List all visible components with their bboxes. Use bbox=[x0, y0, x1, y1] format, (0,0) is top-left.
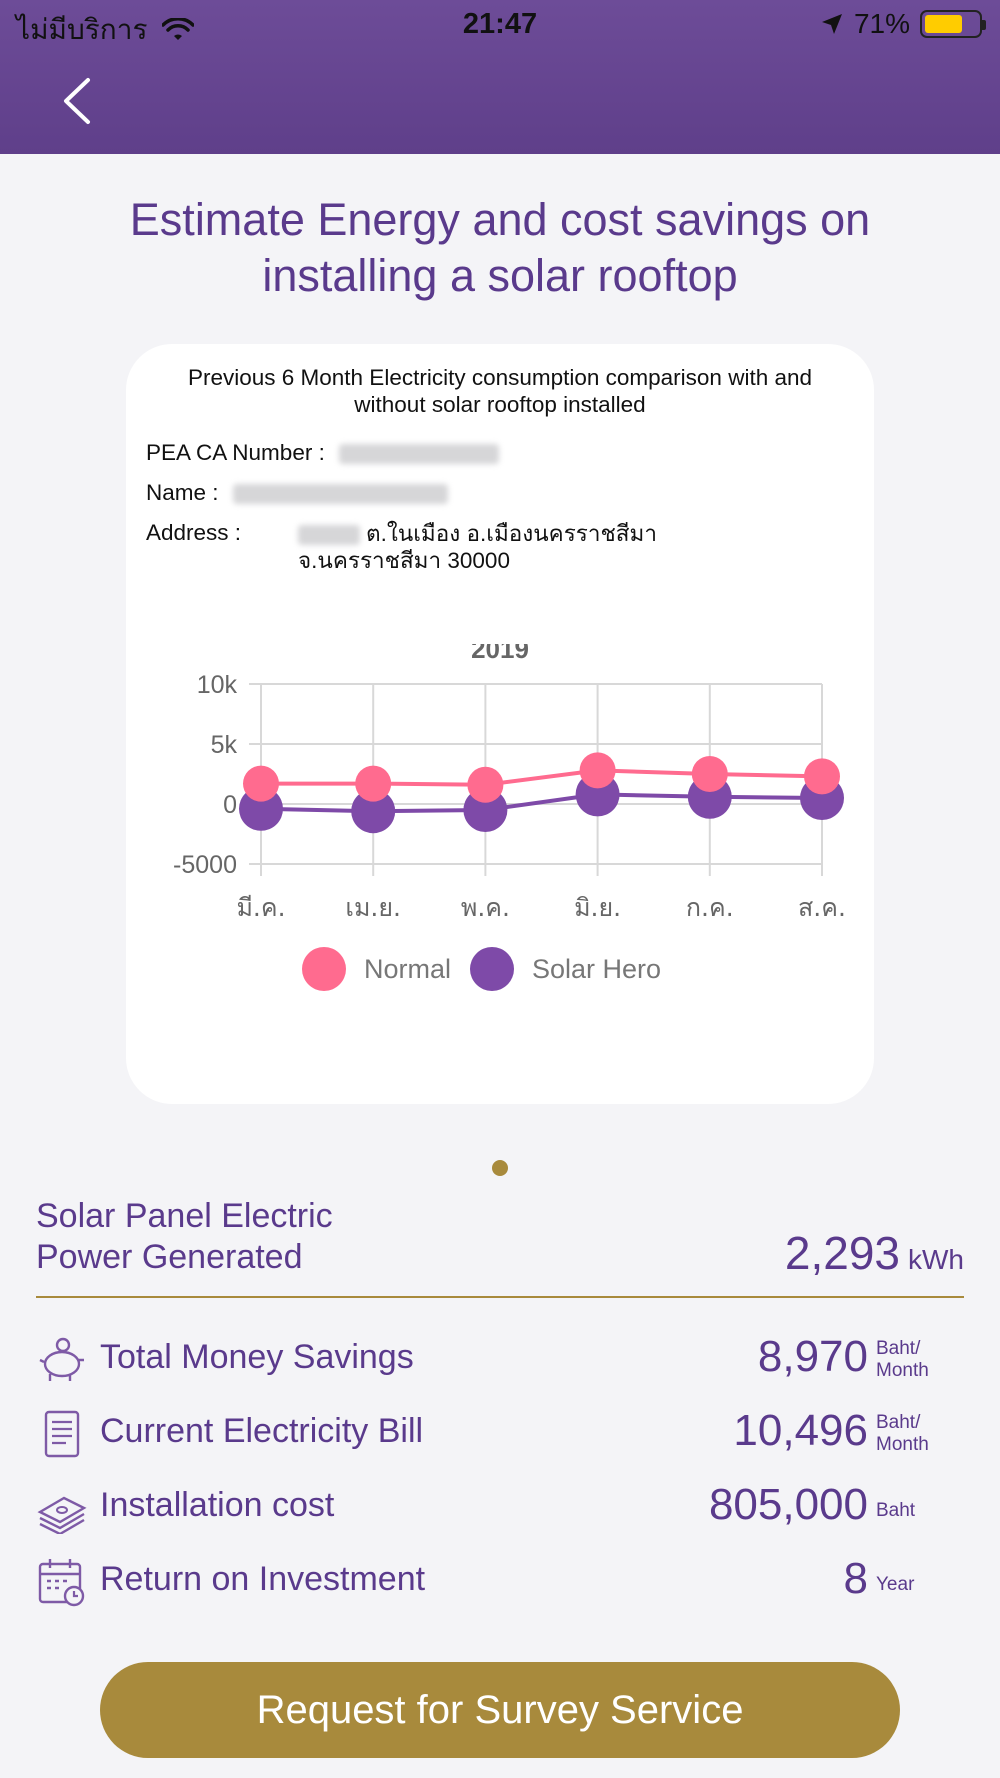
x-tick-label: พ.ค. bbox=[461, 893, 510, 922]
consumption-card: Previous 6 Month Electricity consumption… bbox=[126, 344, 874, 1104]
installation-cost-unit: Baht bbox=[876, 1500, 916, 1521]
request-survey-button[interactable]: Request for Survey Service bbox=[100, 1662, 900, 1758]
y-tick-label: 5k bbox=[211, 731, 238, 759]
x-tick-label: เม.ย. bbox=[345, 893, 401, 922]
data-point[interactable] bbox=[691, 756, 728, 792]
money-savings-label: Total Money Savings bbox=[100, 1338, 414, 1376]
data-point[interactable] bbox=[351, 789, 396, 834]
consumption-chart: 10k 5k 0 -5000 มี.ค. เม.ย. พ.ค. มิ.ย. ก.ค. ส.ค. 2… bbox=[173, 644, 846, 991]
address-line1: ต.ในเมือง อ.เมืองนครราชสีมา bbox=[366, 521, 657, 546]
status-bar: ไม่มีบริการ 21:47 71% bbox=[0, 0, 1000, 50]
x-tick-label: มี.ค. bbox=[236, 893, 285, 922]
clock: 21:47 bbox=[462, 8, 538, 40]
address-redacted bbox=[298, 525, 360, 546]
address-row: Address : ต.ในเมือง อ.เมืองนครราชสีมา จ.… bbox=[146, 520, 657, 573]
legend-marker bbox=[302, 947, 346, 991]
address-line2: จ.นครราชสีมา 30000 bbox=[298, 548, 510, 573]
y-tick-label: 0 bbox=[223, 791, 237, 819]
data-point[interactable] bbox=[467, 766, 504, 803]
legend-label[interactable]: Solar Hero bbox=[532, 954, 661, 984]
address-label: Address : bbox=[146, 520, 242, 545]
x-tick-label: มิ.ย. bbox=[574, 893, 621, 922]
return-on-investment-value: 8 bbox=[843, 1554, 868, 1603]
card-heading: Previous 6 Month Electricity consumption… bbox=[187, 365, 813, 417]
data-point[interactable] bbox=[579, 752, 616, 789]
return-on-investment-label: Return on Investment bbox=[100, 1560, 426, 1598]
page-indicator-dot[interactable] bbox=[492, 1160, 508, 1176]
name-label: Name : bbox=[146, 480, 219, 505]
wifi-icon bbox=[161, 18, 194, 40]
battery-icon bbox=[920, 10, 986, 38]
piggy-bank-icon bbox=[39, 1337, 84, 1381]
name-row: Name : bbox=[146, 480, 448, 506]
data-point[interactable] bbox=[355, 765, 392, 802]
header-bar: ไม่มีบริการ 21:47 71% bbox=[0, 0, 1000, 154]
money-savings-unit: Baht/ Month bbox=[876, 1338, 929, 1381]
y-tick-label: -5000 bbox=[173, 851, 237, 879]
series-line bbox=[261, 768, 823, 787]
ca-number-label: PEA CA Number : bbox=[146, 440, 325, 465]
name-redacted bbox=[232, 484, 448, 505]
return-on-investment-unit: Year bbox=[876, 1574, 915, 1595]
battery-percent: 71% bbox=[853, 8, 910, 39]
bill-icon bbox=[44, 1410, 80, 1458]
ca-number-redacted bbox=[339, 444, 500, 465]
x-tick-label: ก.ค. bbox=[686, 893, 734, 922]
carrier-label: ไม่มีบริการ bbox=[16, 14, 148, 45]
power-generated-label: Solar Panel Electric Power Generated bbox=[36, 1197, 333, 1276]
legend-marker bbox=[470, 947, 514, 991]
series-line bbox=[260, 792, 823, 814]
installation-cost-value: 805,000 bbox=[708, 1480, 868, 1529]
power-generated-unit: kWh bbox=[908, 1244, 964, 1275]
data-point[interactable] bbox=[804, 758, 840, 795]
electricity-bill-label: Current Electricity Bill bbox=[100, 1412, 424, 1450]
chart-title: 2019 bbox=[471, 644, 529, 664]
power-generated-row: Solar Panel Electric Power Generated 2,2… bbox=[36, 1196, 964, 1298]
ca-number-row: PEA CA Number : bbox=[146, 440, 500, 466]
electricity-bill-value: 10,496 bbox=[733, 1406, 868, 1455]
power-generated-value: 2,293 bbox=[784, 1227, 900, 1279]
back-chevron-icon[interactable] bbox=[58, 76, 98, 126]
legend-label[interactable]: Normal bbox=[364, 954, 451, 984]
page-title: Estimate Energy and cost savings on inst… bbox=[129, 194, 871, 301]
money-stack-icon bbox=[37, 1496, 87, 1534]
return-on-investment-row: Return on Investment 8 Year bbox=[36, 1550, 964, 1610]
location-arrow-icon bbox=[821, 14, 842, 34]
electricity-bill-unit: Baht/ Month bbox=[876, 1412, 929, 1455]
money-savings-row: Total Money Savings 8,970 Baht/ Month bbox=[36, 1328, 964, 1388]
data-point[interactable] bbox=[243, 765, 279, 802]
money-savings-value: 8,970 bbox=[757, 1332, 868, 1381]
installation-cost-label: Installation cost bbox=[100, 1486, 335, 1524]
y-tick-label: 10k bbox=[197, 671, 238, 699]
calendar-clock-icon bbox=[38, 1559, 85, 1607]
electricity-bill-row: Current Electricity Bill 10,496 Baht/ Mo… bbox=[36, 1402, 964, 1462]
x-tick-label: ส.ค. bbox=[798, 893, 846, 922]
installation-cost-row: Installation cost 805,000 Baht bbox=[36, 1476, 964, 1536]
